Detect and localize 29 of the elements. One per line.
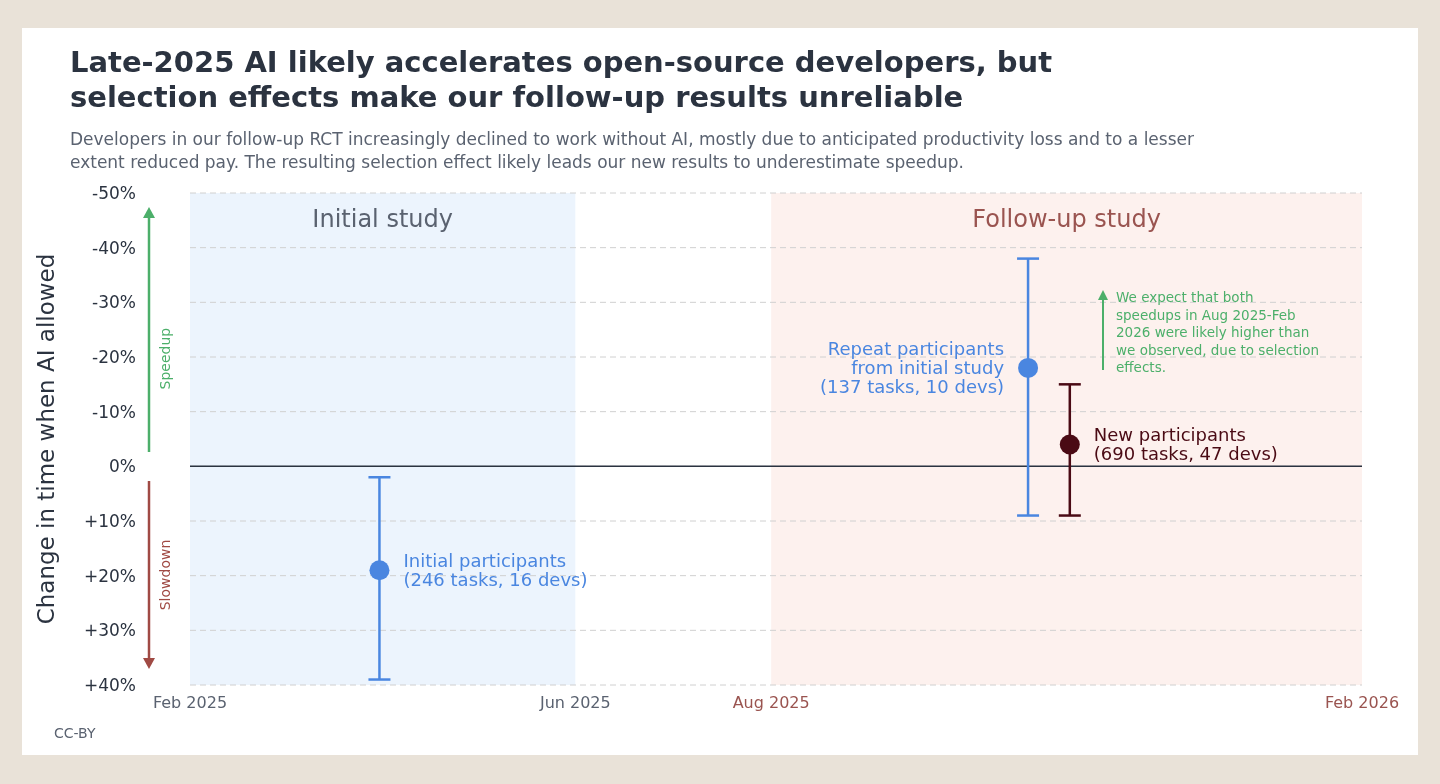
- y-tick-label: -10%: [92, 401, 136, 422]
- y-tick-label: +10%: [83, 511, 136, 531]
- series-label: Initial participants (246 tasks, 16 devs): [403, 549, 588, 590]
- series-label: New participants (690 tasks, 47 devs): [1093, 423, 1278, 464]
- x-tick-label: Jun 2025: [538, 693, 611, 712]
- series-label: Repeat participants from initial study (137 tasks, 10 devs): [820, 337, 1005, 397]
- chart-title: Late-2025 AI likely accelerates open-source developers, but selection effects make our follow-up results unreliable: [70, 45, 1053, 114]
- y-tick-label: -30%: [92, 292, 136, 313]
- band-label: Follow-up study: [972, 205, 1161, 233]
- point: [1059, 434, 1080, 455]
- x-tick-label: Feb 2026: [1324, 693, 1400, 712]
- y-tick-label: +40%: [83, 675, 136, 695]
- y-tick-label: +20%: [83, 565, 136, 586]
- y-tick-label: +30%: [83, 620, 136, 641]
- chart-subtitle: Developers in our follow-up RCT increasingly declined to work without AI, mostly due to anticipated productivity loss and to a lesser extent reduced pay. The resulting selection effect likely leads our new results to underestimate speedup.: [70, 129, 1194, 172]
- y-tick-label: -40%: [92, 237, 136, 258]
- y-tick-label: -20%: [92, 347, 136, 367]
- annotation: We expect that both speedups in Aug 2025-Feb 2026 were likely higher than we observed, due to selection effects.: [1116, 289, 1320, 375]
- text: CC-BY: [54, 725, 96, 741]
- y-tick-label: -50%: [92, 183, 136, 203]
- y-tick-label: 0%: [109, 456, 136, 477]
- x-tick-label: Aug 2025: [732, 693, 810, 712]
- band-label: Initial study: [312, 205, 453, 233]
- point: [1018, 357, 1039, 378]
- point: [369, 560, 390, 581]
- text: Slowdown: [157, 539, 173, 611]
- text: Speedup: [157, 327, 173, 390]
- y-axis-title: Change in time when AI allowed: [33, 253, 59, 625]
- x-tick-label: Feb 2025: [152, 693, 228, 712]
